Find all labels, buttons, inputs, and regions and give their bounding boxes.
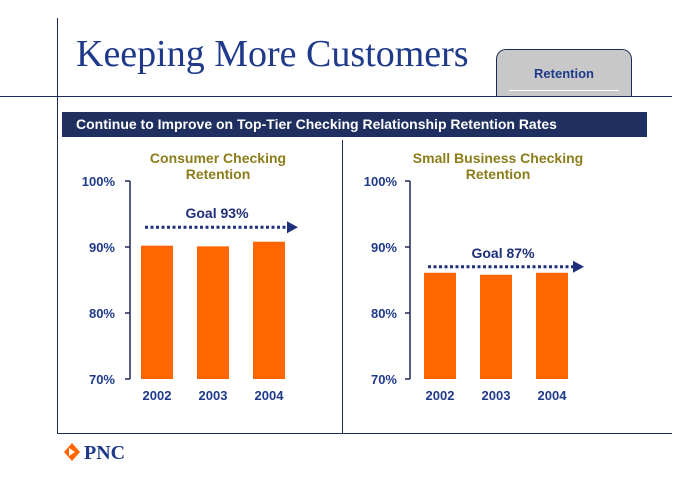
slide-title: Keeping More Customers bbox=[76, 33, 469, 75]
y-tick-label: 80% bbox=[89, 306, 115, 321]
chart-title-line: Retention bbox=[186, 166, 251, 182]
x-tick-label: 2002 bbox=[143, 388, 172, 403]
x-tick-label: 2004 bbox=[255, 388, 285, 403]
bar-2002 bbox=[424, 272, 456, 379]
subtitle-banner-text: Continue to Improve on Top-Tier Checking… bbox=[76, 116, 557, 132]
y-tick-label: 100% bbox=[364, 174, 398, 189]
chart-title-line: Small Business Checking bbox=[413, 150, 583, 166]
chart-divider bbox=[342, 140, 343, 433]
y-tick-label: 70% bbox=[371, 372, 397, 387]
y-tick-label: 70% bbox=[89, 372, 115, 387]
chart-title-line: Consumer Checking bbox=[150, 150, 286, 166]
pnc-logo: PNC bbox=[63, 442, 143, 466]
bar-2004 bbox=[253, 241, 285, 379]
x-tick-label: 2004 bbox=[538, 388, 568, 403]
x-tick-label: 2002 bbox=[426, 388, 455, 403]
y-tick-label: 80% bbox=[371, 306, 397, 321]
goal-label: Goal 93% bbox=[185, 205, 249, 221]
goal-arrow bbox=[287, 221, 298, 234]
pnc-logo-icon bbox=[64, 443, 80, 461]
section-tab: Retention bbox=[496, 49, 632, 96]
left-divider bbox=[57, 18, 58, 433]
bar-2003 bbox=[197, 246, 229, 379]
y-tick-label: 100% bbox=[82, 174, 116, 189]
bar-2002 bbox=[141, 245, 173, 379]
tab-rule bbox=[509, 90, 619, 91]
bar-2004 bbox=[536, 272, 568, 379]
bar-2003 bbox=[480, 274, 512, 379]
chart-title-line: Retention bbox=[466, 166, 531, 182]
section-tab-label: Retention bbox=[534, 66, 594, 81]
footer-divider bbox=[57, 433, 672, 434]
y-tick-label: 90% bbox=[371, 240, 397, 255]
goal-label: Goal 87% bbox=[471, 245, 535, 261]
x-tick-label: 2003 bbox=[482, 388, 511, 403]
goal-arrow bbox=[573, 260, 584, 273]
pnc-logo-text: PNC bbox=[84, 442, 126, 464]
y-tick-label: 90% bbox=[89, 240, 115, 255]
x-tick-label: 2003 bbox=[199, 388, 228, 403]
title-divider bbox=[0, 96, 672, 97]
subtitle-banner: Continue to Improve on Top-Tier Checking… bbox=[62, 112, 647, 137]
